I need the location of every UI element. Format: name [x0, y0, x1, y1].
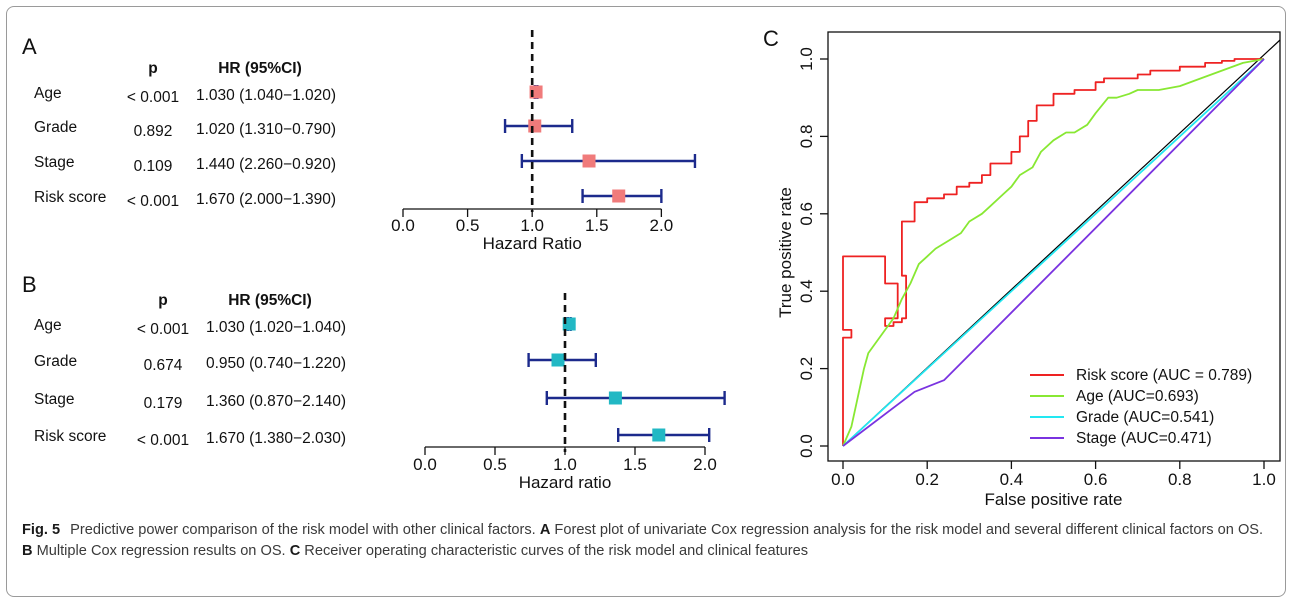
panel-b-x-axis-label: Hazard ratio: [519, 473, 612, 492]
panel-c-plot-box: [827, 31, 1281, 462]
panel-a-hr-marker: [612, 189, 626, 203]
panel-b-hr-marker: [652, 428, 666, 442]
panel-b-row-hr-text: 1.670 (1.380−2.030): [206, 430, 346, 447]
panel-a-hr-marker: [528, 119, 542, 133]
panel-c-legend-label: Grade (AUC=0.541): [1076, 409, 1214, 426]
panel-a-row-label: Stage: [34, 154, 75, 171]
panel-c-legend-label: Stage (AUC=0.471): [1076, 430, 1212, 447]
panel-b-header-hr: HR (95%CI): [228, 292, 312, 309]
panel-b-row-p-value: 0.674: [144, 357, 183, 374]
panel-b-header-p: p: [158, 292, 167, 309]
panel-b-row-label: Risk score: [34, 428, 106, 445]
panel-b-hr-marker: [608, 391, 622, 405]
panel-c-x-axis-label: False positive rate: [985, 490, 1123, 509]
panel-letter-a: A: [22, 34, 37, 59]
panel-c-y-tick-label: 0.6: [797, 202, 816, 226]
panel-c-x-tick-label: 0.6: [1084, 470, 1108, 489]
panel-c-y-tick-label: 0.4: [797, 279, 816, 303]
caption-c-label: C: [289, 543, 301, 559]
figure-frame: [6, 6, 1286, 597]
panel-a-x-tick-label: 1.0: [520, 216, 544, 235]
panel-a-row-hr-text: 1.440 (2.260−0.920): [196, 156, 336, 173]
panel-b-row-hr-text: 1.360 (0.870−2.140): [206, 393, 346, 410]
panel-c-x-tick-label: 0.0: [831, 470, 855, 489]
caption-intro: Predictive power comparison of the risk …: [70, 522, 536, 538]
panel-a-row-hr-text: 1.030 (1.040−1.020): [196, 87, 336, 104]
panel-c-y-tick-label: 0.2: [797, 357, 816, 381]
panel-a-row-hr-text: 1.670 (2.000−1.390): [196, 191, 336, 208]
panel-a-x-tick-label: 0.5: [456, 216, 480, 235]
figure-caption: Fig. 5 Predictive power comparison of th…: [22, 520, 1272, 562]
panel-c-y-tick-label: 0.0: [797, 434, 816, 458]
panel-c-legend-label: Risk score (AUC = 0.789): [1076, 367, 1252, 384]
panel-a-row-p-value: < 0.001: [127, 193, 179, 210]
panel-a-row-p-value: 0.109: [134, 158, 173, 175]
caption-b-text: Multiple Cox regression results on OS.: [36, 543, 286, 559]
panel-c-y-tick-label: 0.8: [797, 125, 816, 149]
panel-c-roc-curve-3: [842, 58, 1265, 447]
panel-c-y-axis-label: True positive rate: [776, 187, 795, 318]
caption-b-label: B: [22, 543, 33, 559]
panel-a-hr-marker: [582, 154, 596, 168]
panel-c-roc-curve-1: [842, 58, 1265, 447]
caption-a-label: A: [539, 522, 551, 538]
panel-b-hr-marker: [551, 353, 565, 367]
panel-c-y-tick-label: 1.0: [797, 47, 816, 71]
panel-b-row-p-value: < 0.001: [137, 432, 189, 449]
panel-a-row-p-value: < 0.001: [127, 89, 179, 106]
panel-b-x-tick-label: 1.0: [553, 455, 577, 474]
panel-c-x-tick-label: 1.0: [1252, 470, 1276, 489]
panel-b-row-p-value: < 0.001: [137, 321, 189, 338]
panel-b-row-label: Grade: [34, 353, 77, 370]
caption-c-text: Receiver operating characteristic curves…: [304, 543, 809, 559]
panel-a-x-axis-label: Hazard Ratio: [483, 234, 582, 253]
panel-c-x-tick-label: 0.2: [915, 470, 939, 489]
panel-b-row-hr-text: 1.030 (1.020−1.040): [206, 319, 346, 336]
panel-c-x-tick-label: 0.4: [1000, 470, 1024, 489]
panel-a-header-p: p: [148, 60, 157, 77]
panel-c-roc-curve-2: [842, 58, 1265, 447]
panel-b-row-p-value: 0.179: [144, 395, 183, 412]
panel-c-x-tick-label: 0.8: [1168, 470, 1192, 489]
panel-letter-c: C: [763, 26, 779, 51]
panel-letter-b: B: [22, 272, 37, 297]
panel-a-x-tick-label: 0.0: [391, 216, 415, 235]
caption-fig-label: Fig. 5: [22, 522, 61, 538]
panel-a-header-hr: HR (95%CI): [218, 60, 302, 77]
panel-b-x-tick-label: 0.5: [483, 455, 507, 474]
panel-c-legend-label: Age (AUC=0.693): [1076, 388, 1199, 405]
panel-a-row-label: Risk score: [34, 189, 106, 206]
caption-a-text: Forest plot of univariate Cox regression…: [554, 522, 1264, 538]
panel-b-row-label: Stage: [34, 391, 75, 408]
panel-b-row-hr-text: 0.950 (0.740−1.220): [206, 355, 346, 372]
panel-b-x-tick-label: 0.0: [413, 455, 437, 474]
panel-c-roc-curve-0: [842, 58, 1264, 446]
panel-b-x-tick-label: 1.5: [623, 455, 647, 474]
panel-a-row-label: Grade: [34, 119, 77, 136]
panel-a-x-tick-label: 2.0: [650, 216, 674, 235]
panel-a-row-p-value: 0.892: [134, 123, 173, 140]
panel-a-row-hr-text: 1.020 (1.310−0.790): [196, 121, 336, 138]
panel-a-row-label: Age: [34, 85, 62, 102]
panel-a-x-tick-label: 1.5: [585, 216, 609, 235]
panel-b-x-tick-label: 2.0: [693, 455, 717, 474]
panel-b-row-label: Age: [34, 317, 62, 334]
